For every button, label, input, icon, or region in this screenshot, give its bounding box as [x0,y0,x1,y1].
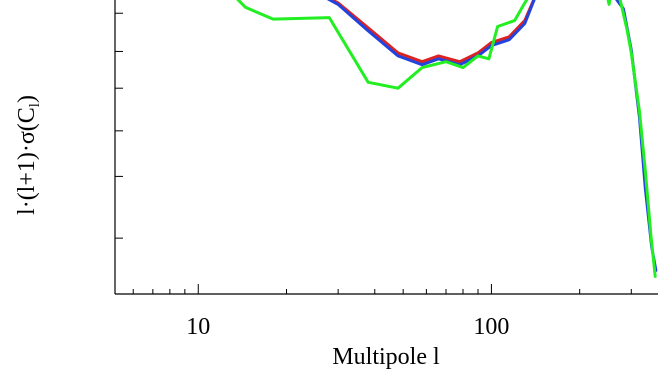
series-layer [236,0,658,278]
x-axis-label: Multipole l [332,344,440,370]
x-tick-label: 100 [473,314,509,340]
y-axis-label-tail: ) [14,95,40,103]
y-axis-label-main: l·(l+1)·σ(C [14,107,40,215]
y-axis-label: l·(l+1)·σ(Cl) [14,95,43,215]
y-axis-label-subscript: l [27,103,43,107]
series-line-2 [236,0,657,278]
x-tick-label: 10 [186,314,210,340]
series-line-1 [326,0,658,272]
ticks-layer: 10 100 [115,12,632,340]
series-line-0 [329,0,536,64]
